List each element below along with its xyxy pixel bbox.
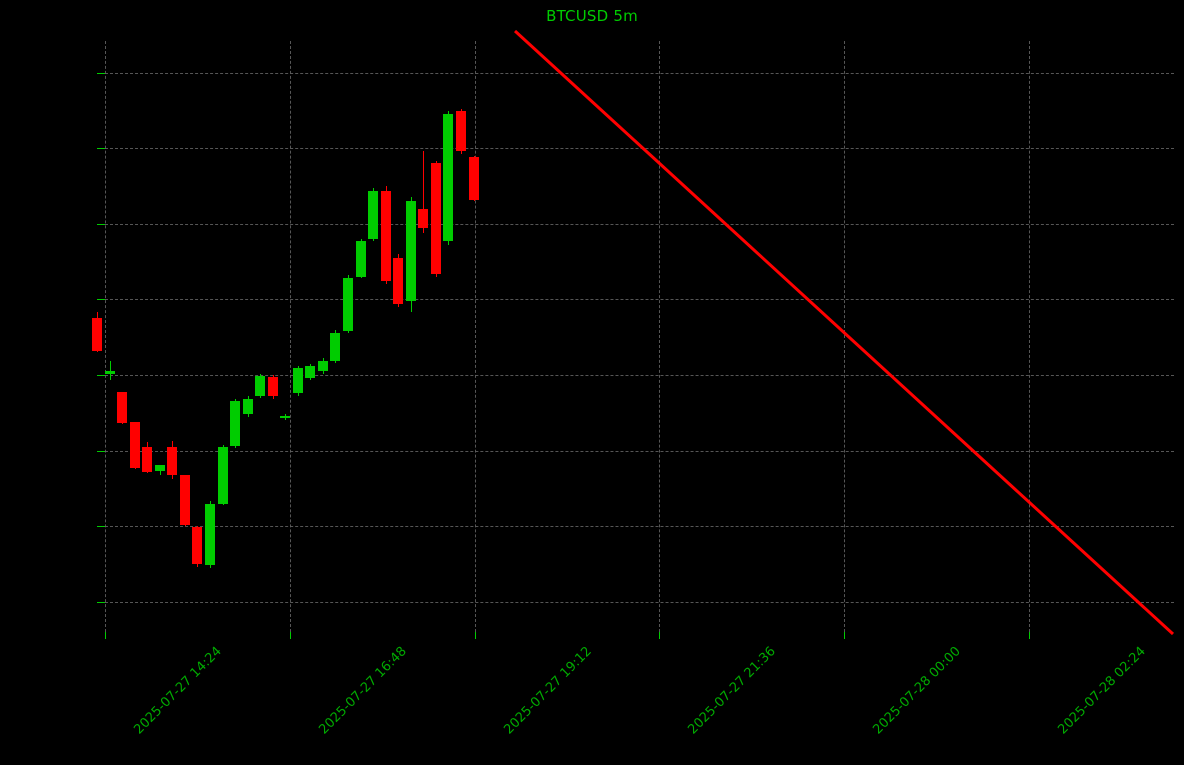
gridline-vertical <box>475 41 476 632</box>
x-tick-label: 2025-07-27 14:24 <box>131 644 225 738</box>
plot-area <box>92 41 1174 632</box>
gridline-vertical <box>1029 41 1030 632</box>
candle-body <box>317 361 328 371</box>
y-tick-mark <box>97 72 105 74</box>
x-tick-mark <box>475 632 476 639</box>
candle-body <box>192 526 203 564</box>
gridline-vertical <box>659 41 660 632</box>
chart-title: BTCUSD 5m <box>546 7 638 25</box>
gridline-horizontal <box>105 375 1174 377</box>
candle-body <box>142 446 153 472</box>
y-tick-mark <box>97 299 105 301</box>
y-tick-mark <box>97 375 105 377</box>
candle-wick <box>423 151 424 233</box>
gridline-horizontal <box>105 601 1174 603</box>
x-tick-mark <box>659 632 660 639</box>
candle-body <box>267 376 278 397</box>
candle-body <box>393 257 404 304</box>
candle-body <box>418 208 429 229</box>
candle-body <box>443 113 454 241</box>
candle-body <box>405 201 416 301</box>
y-tick-mark <box>97 148 105 150</box>
x-tick-mark <box>290 632 291 639</box>
candle-body <box>330 332 341 362</box>
candle-body <box>255 375 266 397</box>
candle-body <box>104 370 115 374</box>
x-tick-mark <box>105 632 106 639</box>
gridline-horizontal <box>105 148 1174 150</box>
gridline-vertical <box>105 41 106 632</box>
gridline-horizontal <box>105 450 1174 452</box>
y-tick-mark <box>97 526 105 528</box>
candle-body <box>368 191 379 239</box>
gridline-horizontal <box>105 299 1174 301</box>
candle-body <box>179 474 190 525</box>
candle-body <box>343 278 353 332</box>
candle-body <box>280 415 291 419</box>
candle-body <box>242 399 253 415</box>
x-tick-mark <box>1029 632 1030 639</box>
x-tick-label: 2025-07-27 21:36 <box>685 644 779 738</box>
candle-body <box>167 446 178 475</box>
candle-body <box>355 240 366 277</box>
x-tick-label: 2025-07-27 19:12 <box>501 644 595 738</box>
gridline-vertical <box>844 41 845 632</box>
gridline-vertical <box>290 41 291 632</box>
candle-body <box>217 446 228 504</box>
candle-body <box>230 401 241 447</box>
y-tick-mark <box>97 601 105 603</box>
candle-body <box>292 368 303 394</box>
y-tick-mark <box>97 223 105 225</box>
candle-body <box>92 318 102 351</box>
candle-body <box>305 365 316 379</box>
gridline-horizontal <box>105 526 1174 528</box>
candle-body <box>154 464 165 471</box>
candle-body <box>468 157 479 200</box>
candle-wick <box>160 471 161 475</box>
gridline-horizontal <box>105 72 1174 74</box>
candle-body <box>117 392 128 423</box>
y-tick-mark <box>97 450 105 452</box>
candle-body <box>430 163 441 274</box>
x-tick-mark <box>844 632 845 639</box>
x-tick-label: 2025-07-28 00:00 <box>870 644 964 738</box>
x-tick-label: 2025-07-28 02:24 <box>1055 644 1149 738</box>
gridline-horizontal <box>105 223 1174 225</box>
candle-body <box>204 503 215 565</box>
x-tick-label: 2025-07-27 16:48 <box>316 644 410 738</box>
candle-body <box>380 191 391 282</box>
candle-body <box>129 421 140 468</box>
candle-body <box>455 110 466 152</box>
